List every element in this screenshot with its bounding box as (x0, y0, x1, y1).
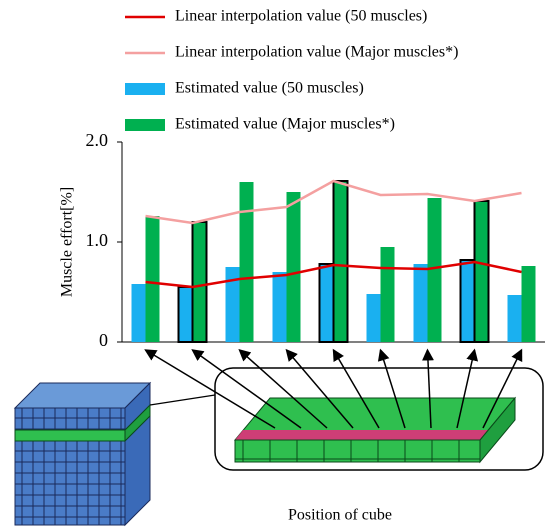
legend-label: Linear interpolation value (50 muscles) (175, 8, 427, 25)
chart: 0 1.0 2.0 Muscle effort[%] Position of cube L… (0, 0, 546, 528)
bar (508, 295, 522, 342)
bar (334, 181, 348, 342)
y-axis-label: Muscle effort[%] (59, 187, 76, 297)
bar (240, 182, 254, 342)
bar (146, 216, 160, 342)
arrow (146, 350, 276, 428)
legend-label: Estimated value (50 muscles) (175, 80, 364, 97)
bar (522, 266, 536, 342)
legend-label: Linear interpolation value (Major muscle… (175, 44, 458, 61)
bar (179, 287, 193, 342)
bar (461, 260, 475, 342)
bar (193, 222, 207, 342)
bar (475, 201, 489, 342)
bar (381, 247, 395, 342)
bar (428, 198, 442, 342)
bar (320, 264, 334, 342)
x-axis-label: Position of cube (288, 507, 392, 524)
legend-swatch (125, 83, 165, 95)
legend-label: Estimated value (Major muscles*) (175, 116, 395, 133)
y-tick-label: 2.0 (86, 130, 109, 150)
cube-diagram (15, 368, 543, 525)
bar (367, 294, 381, 342)
bar (273, 272, 287, 342)
y-tick-label: 0 (99, 330, 108, 350)
bar (414, 264, 428, 342)
legend-swatch (125, 119, 165, 131)
bar (287, 192, 301, 342)
arrow (193, 350, 302, 428)
y-tick-label: 1.0 (86, 230, 109, 250)
bar (132, 284, 146, 342)
